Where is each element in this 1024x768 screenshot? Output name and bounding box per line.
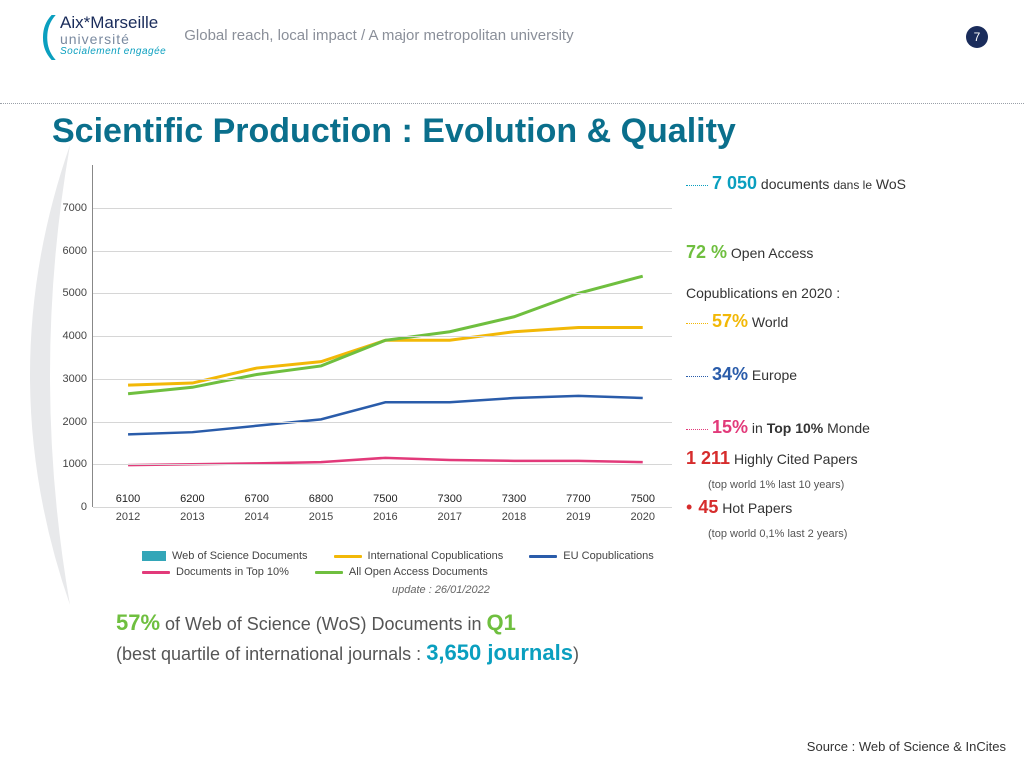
chart-gridline xyxy=(93,422,672,423)
legend-swatch xyxy=(142,551,166,561)
logo-main: Aix*Marseille xyxy=(60,14,166,32)
chart-legend: Web of Science Documents International Co… xyxy=(52,540,692,578)
university-logo: ( Aix*Marseille université Socialement e… xyxy=(40,14,166,57)
chart-y-label: 3000 xyxy=(55,373,87,385)
annotation-item: 7 050 documents dans le WoS xyxy=(686,173,986,194)
legend-line-swatch xyxy=(334,555,362,558)
chart-gridline xyxy=(93,208,672,209)
legend-item: Web of Science Documents xyxy=(142,550,308,562)
annotation-item: Copublications en 2020 : xyxy=(686,285,986,301)
journals-count: 3,650 journals xyxy=(426,640,573,665)
annotation-item: 57% World xyxy=(686,311,986,332)
chart-x-label: 2013 xyxy=(180,507,204,523)
legend-item: EU Copublications xyxy=(529,550,654,562)
chart-x-label: 2020 xyxy=(630,507,654,523)
legend-item: Documents in Top 10% xyxy=(142,566,289,578)
chart-y-label: 4000 xyxy=(55,330,87,342)
chart-gridline xyxy=(93,379,672,380)
legend-line-swatch xyxy=(529,555,557,558)
chart-line xyxy=(128,396,643,434)
chart-annotations: 7 050 documents dans le WoS 72 % Open Acc… xyxy=(686,155,986,540)
chart-gridline xyxy=(93,251,672,252)
annotation-subtext: (top world 0,1% last 2 years) xyxy=(686,528,986,540)
update-date: update : 26/01/2022 xyxy=(52,578,1024,596)
chart-gridline xyxy=(93,507,672,508)
logo-tagline: Socialement engagée xyxy=(60,47,166,58)
legend-label: Documents in Top 10% xyxy=(176,566,289,578)
chart-plot-area: 6100201262002013670020146800201575002016… xyxy=(92,165,672,507)
legend-item: All Open Access Documents xyxy=(315,566,488,578)
chart-gridline xyxy=(93,293,672,294)
q1-line2-post: ) xyxy=(573,644,579,664)
header: ( Aix*Marseille université Socialement e… xyxy=(0,0,1024,65)
logo-sub: université xyxy=(60,32,166,47)
logo-paren-icon: ( xyxy=(40,21,56,50)
chart-y-label: 6000 xyxy=(55,245,87,257)
chart-x-label: 2014 xyxy=(244,507,268,523)
legend-item: International Copublications xyxy=(334,550,504,562)
chart-x-label: 2015 xyxy=(309,507,333,523)
legend-label: EU Copublications xyxy=(563,550,654,562)
legend-label: All Open Access Documents xyxy=(349,566,488,578)
annotation-subtext: (top world 1% last 10 years) xyxy=(686,479,986,491)
chart-y-label: 2000 xyxy=(55,416,87,428)
annotation-item: •45 Hot Papers xyxy=(686,497,986,518)
annotation-item: 1 211 Highly Cited Papers xyxy=(686,448,986,469)
breadcrumb: Global reach, local impact / A major met… xyxy=(184,27,573,44)
annotation-item: 15% in Top 10% Monde xyxy=(686,417,986,438)
chart-x-label: 2016 xyxy=(373,507,397,523)
chart-y-label: 7000 xyxy=(55,202,87,214)
chart-x-label: 2012 xyxy=(116,507,140,523)
chart-x-label: 2018 xyxy=(502,507,526,523)
production-chart: 6100201262002013670020146800201575002016… xyxy=(52,155,672,535)
q1-label: Q1 xyxy=(487,610,516,635)
q1-line2-pre: (best quartile of international journals… xyxy=(116,644,426,664)
annotation-item: 34% Europe xyxy=(686,364,986,385)
chart-y-label: 5000 xyxy=(55,287,87,299)
legend-label: International Copublications xyxy=(368,550,504,562)
q1-line1-text: of Web of Science (WoS) Documents in xyxy=(160,614,486,634)
q1-percentage: 57% xyxy=(116,610,160,635)
chart-y-label: 0 xyxy=(55,501,87,513)
chart-x-label: 2019 xyxy=(566,507,590,523)
annotation-item: 72 % Open Access xyxy=(686,242,986,263)
bottom-notes: 57% of Web of Science (WoS) Documents in… xyxy=(52,596,1024,666)
legend-line-swatch xyxy=(142,571,170,574)
page-title: Scientific Production : Evolution & Qual… xyxy=(0,104,1024,155)
legend-line-swatch xyxy=(315,571,343,574)
legend-label: Web of Science Documents xyxy=(172,550,308,562)
chart-x-label: 2017 xyxy=(437,507,461,523)
chart-gridline xyxy=(93,464,672,465)
chart-y-label: 1000 xyxy=(55,458,87,470)
source-credit: Source : Web of Science & InCites xyxy=(807,739,1006,754)
chart-gridline xyxy=(93,336,672,337)
page-number-badge: 7 xyxy=(966,26,988,48)
